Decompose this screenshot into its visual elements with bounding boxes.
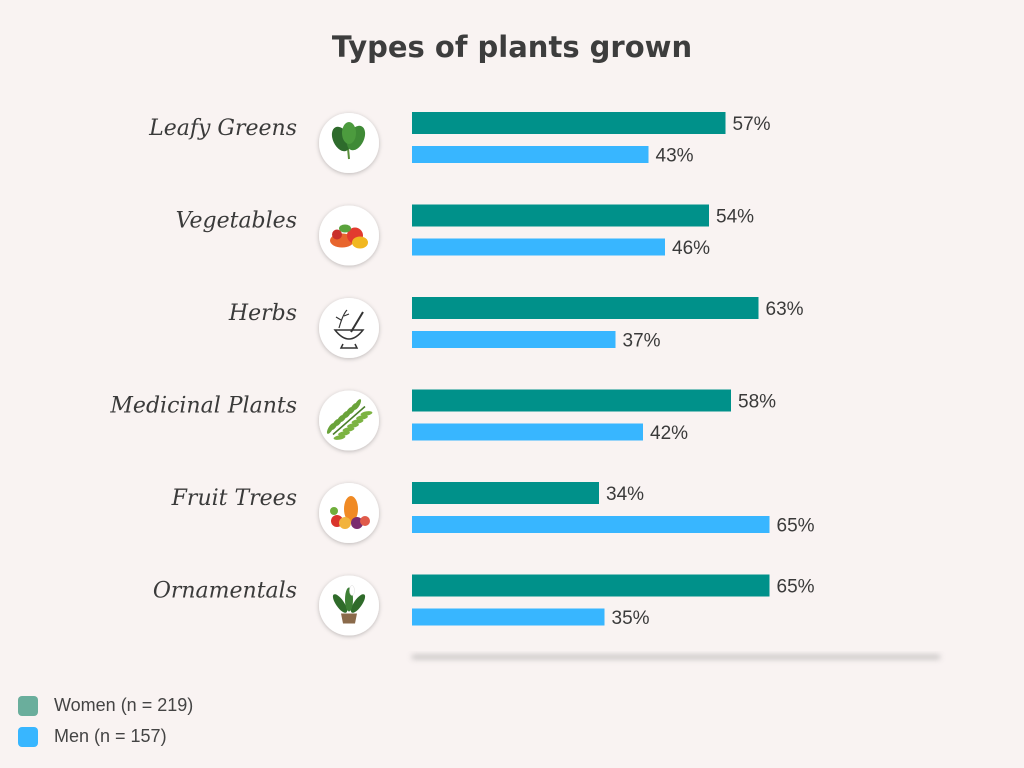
- legend-swatch-women: [18, 695, 38, 716]
- legend-item-men: Men (n = 157): [18, 721, 193, 752]
- category-label-vegetables: Vegetables: [176, 209, 297, 234]
- value-label-herbs-men: 37%: [623, 331, 661, 352]
- bar-herbs-women: [412, 297, 759, 319]
- bar-herbs-men: [412, 331, 616, 348]
- bar-medicinal-plants-men: [412, 423, 643, 441]
- value-label-leafy-greens-women: 57%: [733, 114, 771, 135]
- vegetables-icon: [319, 205, 379, 266]
- medicinal-plants-icon: [319, 390, 379, 451]
- bar-vegetables-men: [412, 238, 665, 256]
- leafy-greens-icon: [319, 113, 379, 173]
- chart-title: Types of plants grown: [331, 30, 693, 64]
- value-label-ornamentals-men: 35%: [612, 608, 650, 629]
- legend-label-women: Women (n = 219): [54, 695, 194, 715]
- herbs-icon: [319, 298, 379, 358]
- category-label-ornamentals: Ornamentals: [153, 579, 297, 604]
- bar-leafy-greens-women: [412, 112, 726, 134]
- value-label-leafy-greens-men: 43%: [656, 146, 694, 167]
- bar-ornamentals-men: [412, 608, 605, 626]
- value-label-medicinal-plants-men: 42%: [650, 423, 688, 444]
- baseline-shadow: [412, 655, 940, 659]
- value-label-herbs-women: 63%: [766, 299, 804, 320]
- value-label-fruit-trees-women: 34%: [606, 484, 644, 505]
- legend: Women (n = 219) Men (n = 157): [18, 690, 193, 752]
- legend-swatch-men: [18, 726, 38, 747]
- bar-ornamentals-women: [412, 574, 770, 597]
- value-label-fruit-trees-men: 65%: [777, 516, 815, 537]
- bar-fruit-trees-women: [412, 482, 599, 504]
- bar-leafy-greens-men: [412, 146, 649, 163]
- category-label-fruit-trees: Fruit Trees: [171, 486, 297, 511]
- bar-vegetables-women: [412, 204, 709, 227]
- category-label-leafy-greens: Leafy Greens: [148, 116, 297, 141]
- fruit-trees-icon: [319, 483, 379, 543]
- bar-medicinal-plants-women: [412, 389, 731, 412]
- legend-label-men: Men (n = 157): [54, 726, 167, 746]
- value-label-vegetables-women: 54%: [716, 207, 754, 228]
- category-label-medicinal-plants: Medicinal Plants: [109, 394, 297, 419]
- category-label-herbs: Herbs: [228, 301, 297, 326]
- bar-chart: Leafy Greens 57% 43% Vegetables 54% 46% Herbs 6…: [109, 112, 940, 659]
- ornamentals-icon: [319, 575, 379, 636]
- bar-fruit-trees-men: [412, 516, 770, 533]
- value-label-ornamentals-women: 65%: [777, 577, 815, 598]
- value-label-medicinal-plants-women: 58%: [738, 392, 776, 413]
- value-label-vegetables-men: 46%: [672, 238, 710, 259]
- legend-item-women: Women (n = 219): [18, 690, 193, 721]
